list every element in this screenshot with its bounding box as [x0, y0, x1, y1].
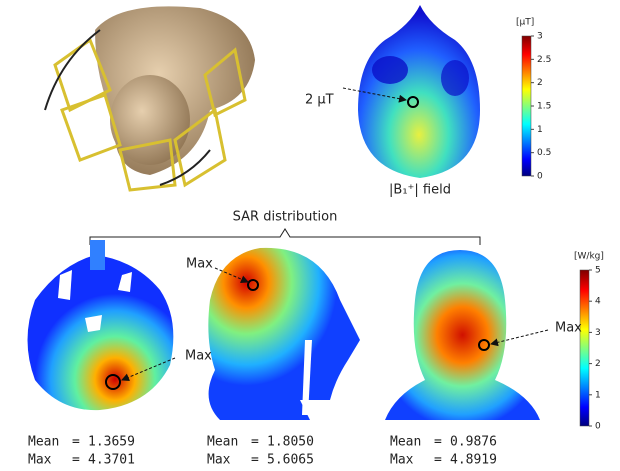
map-label: |B₁⁺| field	[389, 183, 451, 198]
colorbar-tick-label: 2	[537, 78, 543, 88]
b1-map	[372, 56, 408, 84]
coil-render	[40, 0, 260, 190]
stat-label: Mean	[28, 435, 59, 450]
colorbar-tick-label: 0	[537, 172, 543, 182]
colorbar-gradient	[580, 270, 589, 426]
colorbar-tick-label: 1.5	[537, 102, 551, 112]
brace	[90, 229, 480, 245]
section-title: SAR distribution	[233, 210, 338, 225]
stat-value: 1.3659	[88, 435, 135, 450]
stat-label: Mean	[390, 435, 421, 450]
stat-value: 4.3701	[88, 453, 135, 468]
colorbar-tick-label: 3	[595, 328, 601, 338]
stat-value: 5.6065	[267, 453, 314, 468]
colorbar-tick-label: 2	[595, 359, 601, 369]
colorbar-tick-label: 1	[537, 125, 543, 135]
colorbar-tick-label: 0	[595, 422, 601, 432]
stat-value: 1.8050	[267, 435, 314, 450]
sar-map	[28, 240, 174, 410]
colorbar: [W/kg] 0 1 2 3 4 5	[574, 252, 604, 432]
colorbar-unit: [W/kg]	[574, 252, 604, 262]
stat-label: Max	[28, 453, 52, 468]
colorbar-tick-label: 2.5	[537, 55, 551, 65]
colorbar-tick-label: 4	[595, 297, 601, 307]
figure: 2 μT |B₁⁺| field [μT] 0 0.5 1 1.5 2 2.5 3 SAR d…	[0, 0, 620, 471]
colorbar-gradient	[522, 36, 531, 176]
colorbar-tick-label: 3	[537, 32, 543, 42]
stat-sign: =	[251, 435, 259, 450]
stat-sign: =	[72, 453, 80, 468]
stat-label: Mean	[207, 435, 238, 450]
annotation: Max	[185, 349, 212, 364]
colorbar-unit: [μT]	[516, 18, 534, 28]
sar-map	[208, 248, 360, 420]
annotation: 2 μT	[305, 93, 334, 108]
colorbar-tick-label: 1	[595, 390, 601, 400]
annotation: Max	[186, 257, 213, 272]
stat-label: Max	[207, 453, 231, 468]
colorbar: [μT] 0 0.5 1 1.5 2 2.5 3	[516, 18, 551, 182]
colorbar-tick-label: 5	[595, 266, 601, 276]
stat-sign: =	[434, 453, 442, 468]
colorbar-tick-label: 0.5	[537, 148, 551, 158]
stat-sign: =	[72, 435, 80, 450]
stat-sign: =	[251, 453, 259, 468]
stat-value: 0.9876	[450, 435, 497, 450]
stat-label: Max	[390, 453, 414, 468]
stat-value: 4.8919	[450, 453, 497, 468]
stat-sign: =	[434, 435, 442, 450]
b1-map	[441, 60, 469, 96]
annotation: Max	[555, 321, 582, 336]
sar-map	[385, 250, 540, 420]
